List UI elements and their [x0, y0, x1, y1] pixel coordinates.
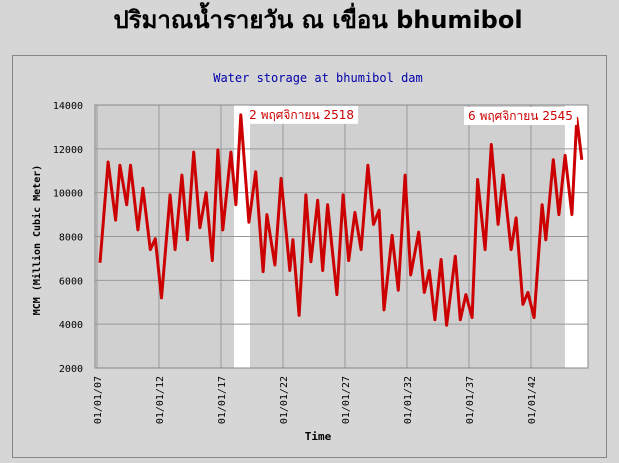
y-axis-label: MCM (Million Cubic Meter) [31, 165, 43, 316]
data-line [98, 113, 584, 327]
y-tick-label: 10000 [53, 189, 83, 200]
x-tick-label: 01/01/42 [527, 376, 538, 424]
y-tick-label: 14000 [53, 101, 83, 112]
x-tick-label: 01/01/17 [217, 376, 228, 424]
annotation: 6 พฤศจิกายน 2545 [464, 106, 577, 125]
y-tick-label: 2000 [59, 364, 83, 375]
y-tick-label: 6000 [59, 276, 83, 287]
x-tick-label: 01/01/07 [93, 376, 104, 424]
x-tick-label: 01/01/27 [341, 376, 352, 424]
x-tick-label: 01/01/22 [279, 376, 290, 424]
annotation: 2 พฤศจิกายน 2518 [245, 105, 359, 124]
chart-title: ปริมาณน้ำรายวัน ณ เขื่อน bhumibol [113, 1, 522, 34]
x-tick-label: 01/01/32 [403, 376, 414, 424]
panel [12, 55, 607, 458]
x-tick-label: 01/01/12 [155, 376, 166, 424]
x-tick-label: 01/01/37 [465, 376, 476, 424]
y-tick-label: 12000 [53, 145, 83, 156]
chart-subtitle: Water storage at bhumibol dam [213, 71, 423, 85]
plot-border [94, 104, 589, 369]
annotation-text: 2 พฤศจิกายน 2518 [249, 108, 354, 122]
annotation-text: 6 พฤศจิกายน 2545 [468, 109, 573, 123]
annotation-box [464, 106, 577, 125]
x-axis-label: Time [305, 430, 332, 443]
annotation-box [245, 105, 359, 124]
y-tick-label: 8000 [59, 233, 83, 244]
y-tick-label: 4000 [59, 320, 83, 331]
